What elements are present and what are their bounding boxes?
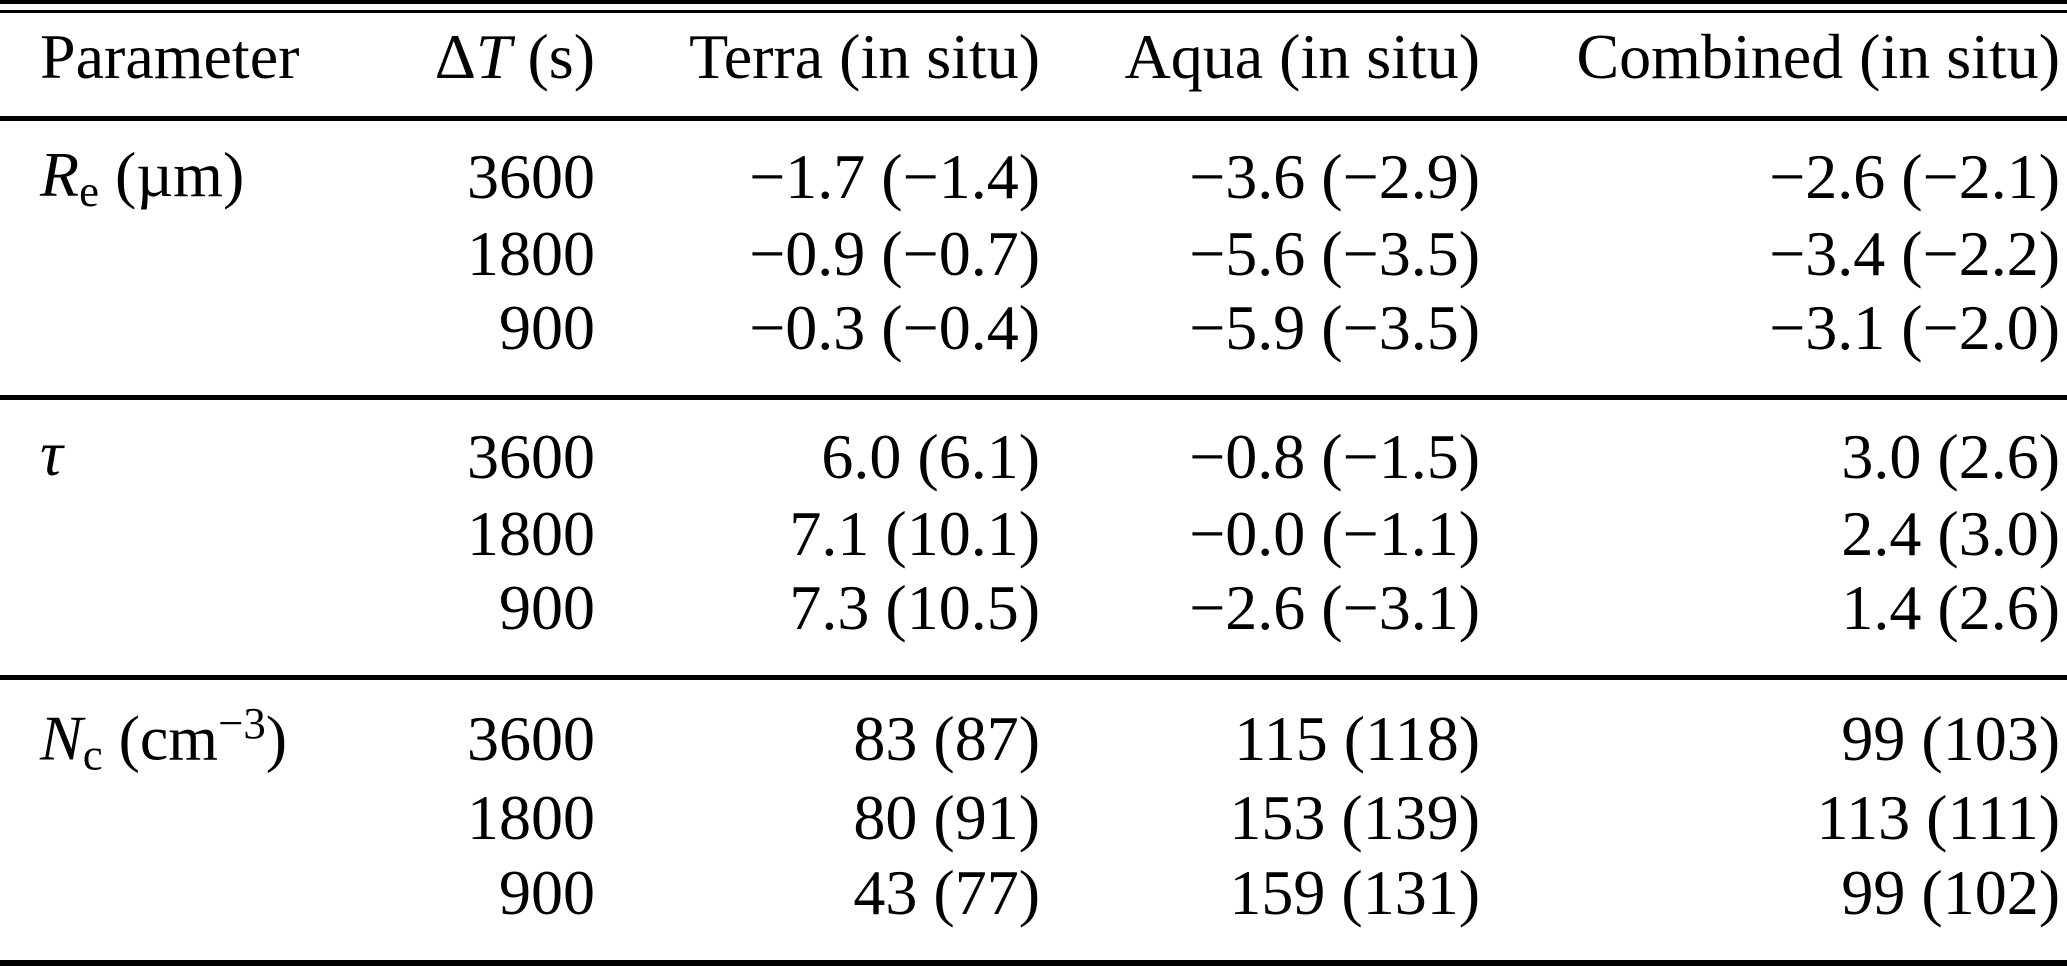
parameter-comparison-table: Parameter ΔT (s) Terra (in situ) Aqua (i…	[0, 13, 2067, 966]
table-row: τ 3600 6.0 (6.1) −0.8 (−1.5) 3.0 (2.6)	[0, 398, 2067, 496]
table-row: 900 43 (77) 159 (131) 99 (102)	[0, 856, 2067, 963]
parameter-label	[0, 571, 420, 678]
cell-delta-t: 900	[499, 292, 595, 364]
table-top-double-rule	[0, 0, 2067, 13]
parameter-unit: )	[265, 702, 288, 774]
parameter-subscript: e	[79, 165, 99, 216]
cell-aqua: −5.6 (−3.5)	[1189, 217, 1480, 289]
cell-delta-t: 900	[499, 856, 595, 928]
cell-aqua: 159 (131)	[1229, 856, 1480, 928]
cell-delta-t: 3600	[467, 420, 595, 492]
header-parameter: Parameter	[40, 21, 300, 93]
cell-aqua: 153 (139)	[1229, 782, 1480, 854]
table-header: Parameter ΔT (s) Terra (in situ) Aqua (i…	[0, 13, 2067, 118]
header-row: Parameter ΔT (s) Terra (in situ) Aqua (i…	[0, 13, 2067, 118]
table-row: 1800 7.1 (10.1) −0.0 (−1.1) 2.4 (3.0)	[0, 496, 2067, 571]
cell-terra: 43 (77)	[853, 856, 1040, 928]
cell-terra: −1.7 (−1.4)	[749, 140, 1040, 212]
header-combined: Combined (in situ)	[1576, 21, 2060, 93]
cell-combined: 2.4 (3.0)	[1841, 497, 2060, 569]
cell-terra: −0.3 (−0.4)	[749, 292, 1040, 364]
cell-combined: −2.6 (−2.1)	[1769, 140, 2060, 212]
section-droplet-number: Nc (cm−3) 3600 83 (87) 115 (118) 99 (103…	[0, 678, 2067, 963]
parameter-symbol: N	[40, 702, 83, 774]
cell-combined: 3.0 (2.6)	[1841, 420, 2060, 492]
table-row: 1800 80 (91) 153 (139) 113 (111)	[0, 781, 2067, 856]
cell-terra: −0.9 (−0.7)	[749, 217, 1040, 289]
cell-combined: −3.4 (−2.2)	[1769, 217, 2060, 289]
cell-terra: 80 (91)	[853, 782, 1040, 854]
parameter-label	[0, 291, 420, 398]
cell-aqua: −0.0 (−1.1)	[1189, 497, 1480, 569]
cell-delta-t: 1800	[467, 217, 595, 289]
parameter-symbol: R	[40, 138, 80, 210]
parameter-symbol: τ	[40, 418, 63, 490]
cell-terra: 7.3 (10.5)	[789, 572, 1040, 644]
delta-t-unit: (s)	[511, 21, 595, 93]
cell-terra: 7.1 (10.1)	[789, 497, 1040, 569]
parameter-label	[0, 856, 420, 963]
parameter-unit-exponent: −3	[218, 698, 266, 749]
parameter-label: τ	[0, 398, 420, 496]
cell-delta-t: 900	[499, 572, 595, 644]
section-optical-thickness: τ 3600 6.0 (6.1) −0.8 (−1.5) 3.0 (2.6) 1…	[0, 398, 2067, 678]
parameter-unit: (cm	[102, 702, 219, 774]
parameter-subscript: c	[82, 729, 103, 780]
table-row: Nc (cm−3) 3600 83 (87) 115 (118) 99 (103…	[0, 678, 2067, 781]
cell-aqua: −2.6 (−3.1)	[1189, 572, 1480, 644]
cell-aqua: −3.6 (−2.9)	[1189, 140, 1480, 212]
header-terra: Terra (in situ)	[689, 21, 1040, 93]
table-row: 1800 −0.9 (−0.7) −5.6 (−3.5) −3.4 (−2.2)	[0, 216, 2067, 291]
table-row: Re (µm) 3600 −1.7 (−1.4) −3.6 (−2.9) −2.…	[0, 118, 2067, 216]
cell-terra: 83 (87)	[853, 702, 1040, 774]
parameter-label	[0, 781, 420, 856]
header-delta-t: ΔT (s)	[420, 13, 595, 118]
table-row: 900 7.3 (10.5) −2.6 (−3.1) 1.4 (2.6)	[0, 571, 2067, 678]
parameter-label: Re (µm)	[0, 118, 420, 216]
header-aqua: Aqua (in situ)	[1124, 21, 1481, 93]
parameter-label	[0, 216, 420, 291]
cell-delta-t: 3600	[467, 140, 595, 212]
cell-combined: −3.1 (−2.0)	[1769, 292, 2060, 364]
cell-combined: 99 (103)	[1841, 702, 2060, 774]
cell-delta-t: 1800	[467, 782, 595, 854]
parameter-label	[0, 496, 420, 571]
cell-aqua: −5.9 (−3.5)	[1189, 292, 1480, 364]
cell-delta-t: 1800	[467, 497, 595, 569]
t-symbol: T	[475, 21, 512, 93]
parameter-unit: (µm)	[98, 138, 245, 210]
cell-combined: 99 (102)	[1841, 856, 2060, 928]
delta-symbol: Δ	[434, 21, 476, 93]
cell-aqua: −0.8 (−1.5)	[1189, 420, 1480, 492]
cell-combined: 113 (111)	[1816, 782, 2061, 854]
cell-terra: 6.0 (6.1)	[821, 420, 1040, 492]
parameter-label: Nc (cm−3)	[0, 678, 420, 781]
table-row: 900 −0.3 (−0.4) −5.9 (−3.5) −3.1 (−2.0)	[0, 291, 2067, 398]
cell-delta-t: 3600	[467, 702, 595, 774]
section-effective-radius: Re (µm) 3600 −1.7 (−1.4) −3.6 (−2.9) −2.…	[0, 118, 2067, 398]
cell-aqua: 115 (118)	[1234, 702, 1480, 774]
cell-combined: 1.4 (2.6)	[1841, 572, 2060, 644]
